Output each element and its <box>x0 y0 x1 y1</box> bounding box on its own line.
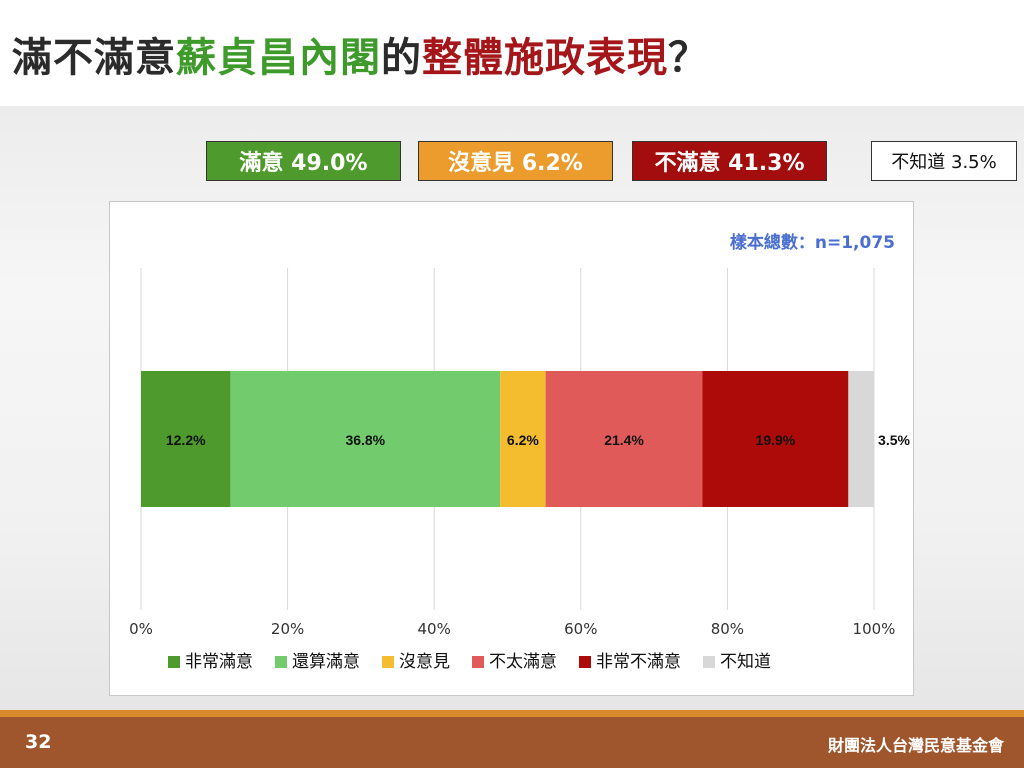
x-tick-label: 0% <box>129 620 153 638</box>
bar-segment <box>702 371 849 507</box>
bar-segment <box>141 371 231 507</box>
x-tick-label: 60% <box>564 620 597 638</box>
summary-dont-know-box: 不知道 3.5% <box>871 141 1017 181</box>
x-tick-label: 80% <box>711 620 744 638</box>
legend-swatch <box>703 656 715 668</box>
summary-dissatisfied-box: 不滿意 41.3% <box>632 141 827 181</box>
legend-label: 不知道 <box>720 652 771 672</box>
data-label: 3.5% <box>878 432 910 448</box>
chart-panel: 樣本總數：n=1,075 0% 20% 40% 60% 80% 100% 12.2% 36.8… <box>109 201 914 696</box>
data-label: 21.4% <box>604 432 644 448</box>
footer-bar: 32 財團法人台灣民意基金會 <box>0 717 1024 768</box>
data-label: 19.9% <box>756 432 796 448</box>
x-tick-label: 20% <box>271 620 304 638</box>
legend-swatch <box>168 656 180 668</box>
footer-accent-line <box>0 710 1024 717</box>
legend-label: 沒意見 <box>399 652 450 672</box>
title-part-1: 滿不滿意 <box>12 35 176 81</box>
title-part-4: 整體施政表現 <box>422 35 668 81</box>
page-title: 滿不滿意蘇貞昌內閣的整體施政表現？ <box>12 28 709 88</box>
x-tick-label: 40% <box>418 620 451 638</box>
data-label: 36.8% <box>345 432 385 448</box>
title-part-3: 的 <box>381 35 422 81</box>
legend-swatch <box>579 656 591 668</box>
legend-label: 還算滿意 <box>292 652 360 672</box>
sample-size-note: 樣本總數：n=1,075 <box>729 233 895 253</box>
bar-segment <box>500 371 546 507</box>
bar-segment <box>230 371 501 507</box>
page-number: 32 <box>25 731 52 753</box>
legend-label: 非常滿意 <box>185 652 253 672</box>
title-part-5: ？ <box>668 35 709 81</box>
bar-segment <box>848 371 874 507</box>
data-label: 12.2% <box>166 432 206 448</box>
legend-label: 非常不滿意 <box>596 652 681 672</box>
x-tick-label: 100% <box>853 620 896 638</box>
data-label: 6.2% <box>507 432 539 448</box>
legend-label: 不太滿意 <box>489 652 557 672</box>
bar-segment <box>545 371 703 507</box>
legend-swatch <box>275 656 287 668</box>
summary-satisfied-box: 滿意 49.0% <box>206 141 401 181</box>
organization-name: 財團法人台灣民意基金會 <box>827 736 1004 755</box>
title-part-2: 蘇貞昌內閣 <box>176 35 381 81</box>
stacked-bar-chart: 0% 20% 40% 60% 80% 100% 12.2% 36.8% 6.2% 21.4% 19.… <box>129 268 911 672</box>
legend-swatch <box>472 656 484 668</box>
summary-neutral-box: 沒意見 6.2% <box>418 141 613 181</box>
legend-swatch <box>382 656 394 668</box>
